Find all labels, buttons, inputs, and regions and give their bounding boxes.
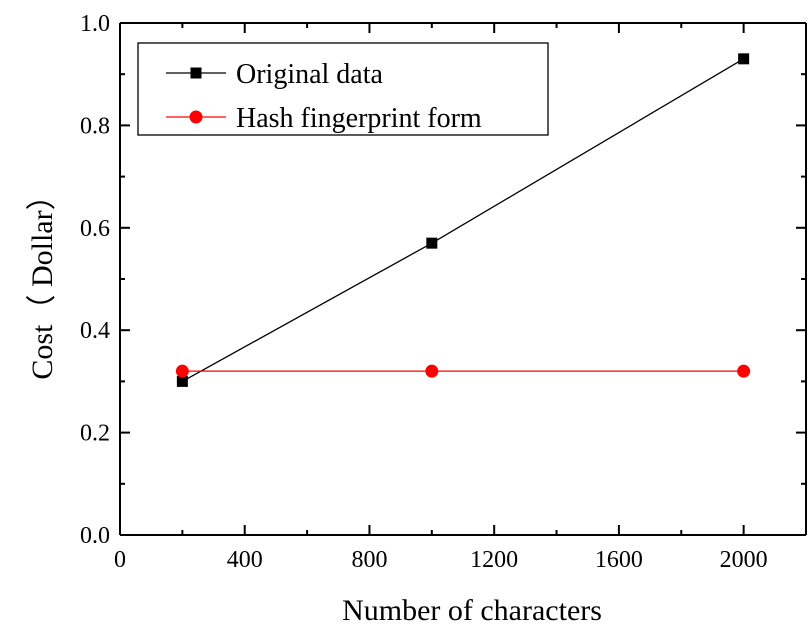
y-tick-label: 0.2 xyxy=(80,421,110,447)
y-axis-title: Cost（ Dollar） xyxy=(26,180,59,379)
y-tick-label: 0.4 xyxy=(80,318,110,344)
y-tick-label: 1.0 xyxy=(80,11,110,37)
axes: 0 400 800 1200 1600 2000 0.0 0.2 0.4 0.6 0.8 1.0 xyxy=(80,11,807,573)
legend: Original data Hash fingerprint form xyxy=(137,42,549,136)
y-tick-label: 0.8 xyxy=(80,113,110,139)
y-tick-label: 0.6 xyxy=(80,216,110,242)
data-point xyxy=(175,364,189,378)
x-axis-title: Number of characters xyxy=(342,594,602,627)
legend-item: Original data xyxy=(166,59,384,90)
series-layer xyxy=(175,53,751,387)
x-tick-label: 400 xyxy=(227,547,263,573)
legend-item: Hash fingerprint form xyxy=(166,103,482,134)
data-point xyxy=(426,237,438,249)
legend-marker xyxy=(190,67,202,79)
x-tick-label: 1200 xyxy=(470,547,518,573)
legend-label: Original data xyxy=(236,59,384,90)
x-tick-label: 1600 xyxy=(595,547,643,573)
x-tick-label: 2000 xyxy=(720,547,768,573)
series-0 xyxy=(176,53,750,387)
y-tick-label: 0.0 xyxy=(80,523,110,549)
legend-marker xyxy=(189,110,203,124)
data-point xyxy=(425,364,439,378)
series-1 xyxy=(175,364,751,378)
data-point xyxy=(176,375,188,387)
x-tick-label: 800 xyxy=(351,547,387,573)
data-point xyxy=(737,364,751,378)
legend-label: Hash fingerprint form xyxy=(236,103,482,134)
x-tick-label: 0 xyxy=(114,547,126,573)
legend-box xyxy=(137,42,549,136)
data-point xyxy=(738,53,750,65)
